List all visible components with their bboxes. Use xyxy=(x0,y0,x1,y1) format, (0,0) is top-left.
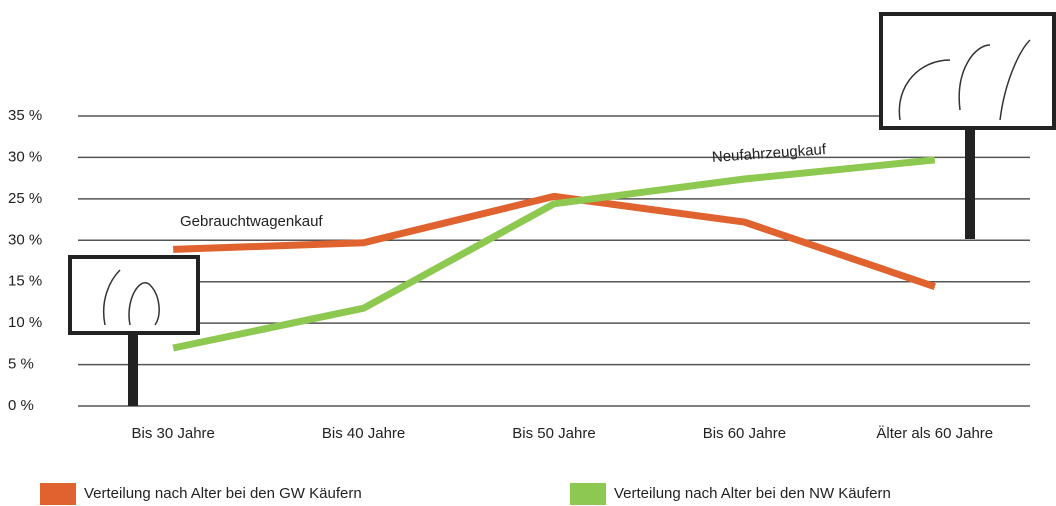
y-tick-label: 10 % xyxy=(8,314,42,331)
y-tick-label: 25 % xyxy=(8,190,42,207)
x-tick-label: Bis 60 Jahre xyxy=(703,425,786,442)
series-line xyxy=(172,156,936,352)
legend-label: Verteilung nach Alter bei den GW Käufern xyxy=(84,485,362,502)
y-tick-label: 5 % xyxy=(8,356,34,373)
y-tick-label: 30 % xyxy=(8,148,42,165)
icon-right xyxy=(879,12,1056,239)
legend-swatch xyxy=(570,483,606,505)
series-line xyxy=(173,192,936,290)
y-tick-label: 0 % xyxy=(8,397,34,414)
y-tick-label: 35 % xyxy=(8,107,42,124)
annotation: Neufahrzeugkauf xyxy=(711,141,827,166)
icon-left xyxy=(68,255,200,406)
x-tick-label: Bis 40 Jahre xyxy=(322,425,405,442)
y-tick-label: 15 % xyxy=(8,273,42,290)
x-tick-label: Bis 50 Jahre xyxy=(512,425,595,442)
legend-label: Verteilung nach Alter bei den NW Käufern xyxy=(614,485,891,502)
legend-swatch xyxy=(40,483,76,505)
y-tick-label: 30 % xyxy=(8,231,42,248)
x-tick-label: Bis 30 Jahre xyxy=(132,425,215,442)
annotation: Gebrauchtwagenkauf xyxy=(180,213,323,230)
grid xyxy=(78,115,1030,407)
x-tick-label: Älter als 60 Jahre xyxy=(876,425,993,442)
